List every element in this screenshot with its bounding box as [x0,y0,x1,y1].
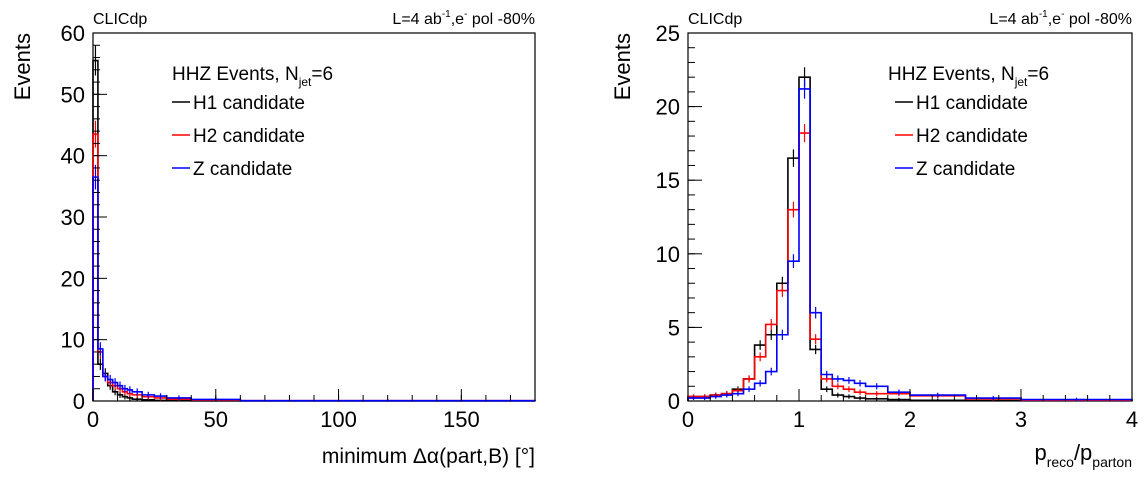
y-tick-label: 15 [656,168,680,193]
x-tick-label: 2 [904,407,916,432]
x-tick-label: 50 [204,407,228,432]
y-tick-label: 50 [61,82,85,107]
legend-title-2: HHZ Events, Njet=6 [888,64,1049,89]
y-axis-label-2: Events [610,33,635,100]
y-tick-label: 20 [656,95,680,120]
y-tick-label: 25 [656,21,680,46]
y-tick-label: 0 [73,389,85,414]
legend-title-1: HHZ Events, Njet=6 [172,64,333,89]
legend-2: HHZ Events, Njet=6 H1 candidate H2 candi… [888,64,1049,180]
x-tick-label: 0 [682,407,694,432]
legend-1: HHZ Events, Njet=6 H1 candidate H2 candi… [172,64,333,180]
header-right-2: L=4 ab-1,e- pol -80% [989,9,1132,28]
y-tick-label: 5 [668,315,680,340]
panel-2: 0 1 2 3 4 0 5 10 15 20 25 CLICdp L=4 ab-1,e- pol … [610,9,1138,470]
legend-label-z-2: Z candidate [916,159,1015,180]
series-h2-candidate-2 [687,132,1133,402]
series-h2-candidate-1 [92,133,536,402]
x-ticks-2: 0 1 2 3 4 [682,389,1138,432]
plot-frame-1 [92,32,536,402]
y-tick-label: 40 [61,144,85,169]
y-axis-label-1: Events [10,33,35,100]
panel-1: 0 50 100 150 0 10 20 30 40 50 60 CLICdp L=4 ab-1,… [10,9,536,468]
y-tick-label: 10 [656,242,680,267]
histograms-2 [687,67,1133,402]
y-tick-label: 0 [668,389,680,414]
x-axis-label-2: preco/pparton [1034,440,1132,470]
x-tick-label: 3 [1015,407,1027,432]
header-right-1: L=4 ab-1,e- pol -80% [392,9,535,28]
legend-label-h2-1: H2 candidate [193,126,305,147]
x-tick-label: 100 [320,407,357,432]
legend-label-z-1: Z candidate [193,159,292,180]
x-tick-label: 0 [87,407,99,432]
legend-label-h2-2: H2 candidate [916,126,1028,147]
x-tick-label: 4 [1126,407,1138,432]
series-h1-candidate-2 [687,76,1133,402]
y-tick-label: 10 [61,328,85,353]
series-z-candidate-1 [92,176,536,402]
legend-label-h1-2: H1 candidate [916,93,1028,114]
legend-label-h1-1: H1 candidate [193,93,305,114]
histograms-1 [92,45,536,402]
y-ticks-2: 0 5 10 15 20 25 [656,21,702,414]
x-tick-label: 1 [793,407,805,432]
series-h1-candidate-1 [92,59,535,402]
y-tick-label: 20 [61,266,85,291]
x-axis-label-1: minimum Δα(part,B) [°] [322,445,535,468]
header-left-1: CLICdp [93,11,147,28]
x-tick-label: 150 [443,407,480,432]
y-ticks-1: 0 10 20 30 40 50 60 [61,21,107,414]
y-tick-label: 60 [61,21,85,46]
header-left-2: CLICdp [688,11,742,28]
y-tick-label: 30 [61,205,85,230]
x-ticks-1: 0 50 100 150 [87,389,536,432]
